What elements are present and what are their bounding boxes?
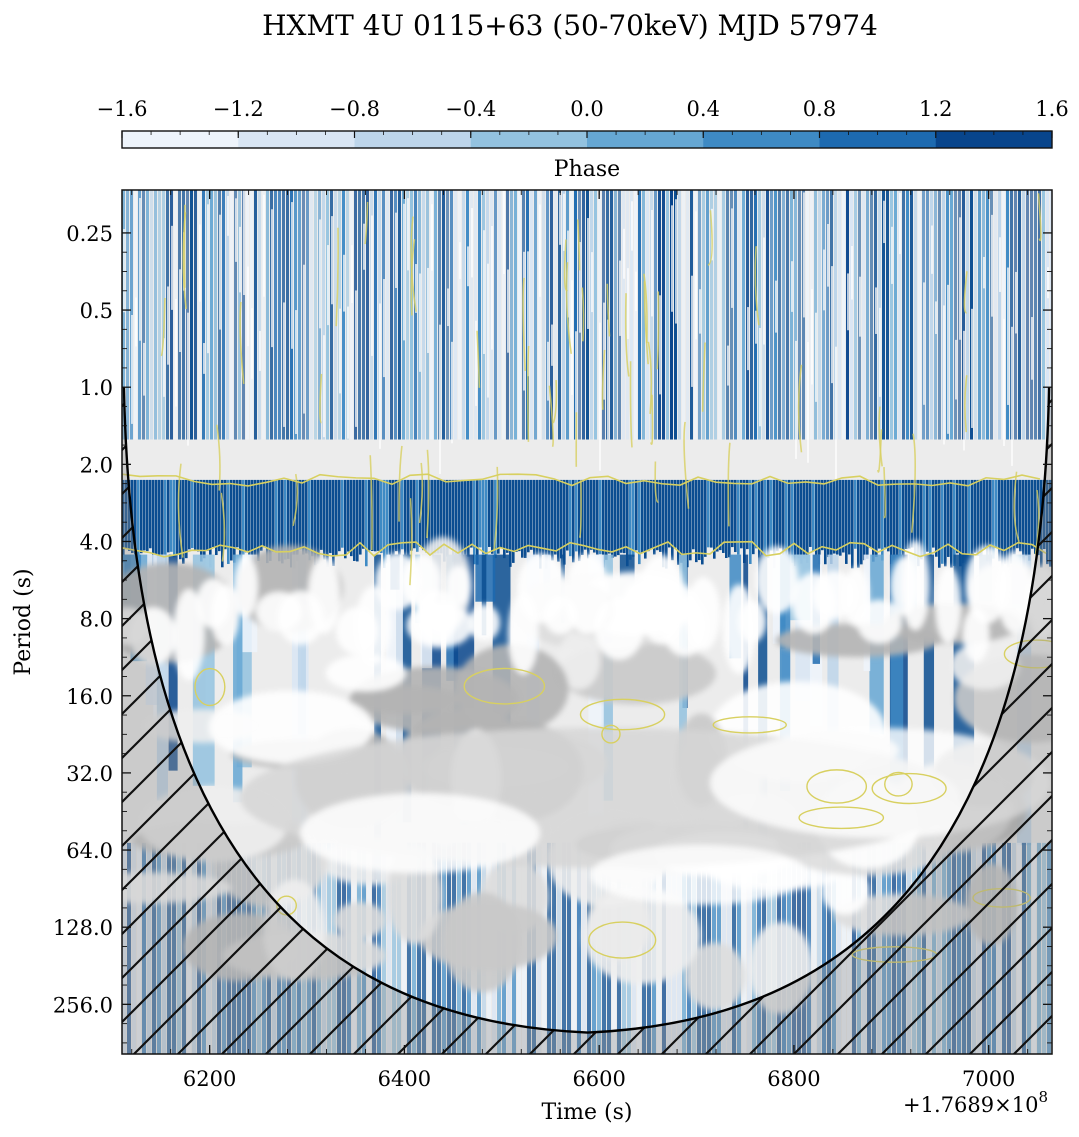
chart-title: HXMT 4U 0115+63 (50-70keV) MJD 57974 [262,9,878,42]
y-tick-label: 16.0 [66,685,113,709]
colorbar-tick-label: −0.4 [445,97,496,121]
plot-frame [121,189,1053,1055]
y-axis-label: Period (s) [11,568,36,675]
x-axis-label: Time (s) [541,1100,632,1125]
x-tick-label: 6800 [767,1067,820,1091]
x-tick-label: 6400 [378,1067,431,1091]
y-axis: 0.25 0.5 1.0 2.0 4.0 8.0 16.0 32.0 64.0 128.0 256.… [53,222,1052,1044]
colorbar-segment [703,131,820,148]
x-tick-label: 6600 [572,1067,625,1091]
x-tick-label: 6200 [183,1067,236,1091]
colorbar-segment [238,131,355,148]
y-tick-label: 64.0 [66,839,113,863]
y-tick-label: 128.0 [53,916,113,940]
x-tick-label: 7000 [962,1067,1015,1091]
x-axis: 6200 6400 6600 6800 7000 [131,190,1029,1091]
plot-area [122,190,1052,1054]
cone-of-influence-hatch [122,387,1052,1054]
y-tick-label: 256.0 [53,993,113,1017]
colorbar-segment [122,131,239,148]
colorbar-tick-label: 0.8 [803,97,836,121]
colorbar-segment [587,131,704,148]
colorbar: −1.6 −1.2 −0.8 −0.4 0.0 0.4 0.8 1.2 1.6 Phase [97,97,1069,182]
cone-of-influence-line [122,387,1051,1034]
colorbar-tick-label: −1.2 [213,97,264,121]
colorbar-segment [819,131,937,148]
y-tick-label: 0.25 [66,222,113,246]
colorbar-tick-label: 0.4 [687,97,720,121]
y-tick-label: 1.0 [80,376,113,400]
x-offset-label: +1.7689×108 [903,1088,1048,1117]
colorbar-segment [935,131,1053,148]
y-tick-label: 8.0 [80,608,113,632]
colorbar-segment [470,131,588,148]
colorbar-tick-label: −0.8 [329,97,380,121]
colorbar-tick-label: 0.0 [570,97,603,121]
y-tick-label: 4.0 [80,530,113,554]
y-tick-label: 0.5 [80,299,113,323]
colorbar-tick-label: 1.6 [1035,97,1068,121]
y-tick-label: 2.0 [80,453,113,477]
y-tick-label: 32.0 [66,762,113,786]
colorbar-label: Phase [554,157,620,182]
colorbar-tick-label: 1.2 [919,97,952,121]
colorbar-tick-label: −1.6 [97,97,148,121]
colorbar-segment [354,131,472,148]
